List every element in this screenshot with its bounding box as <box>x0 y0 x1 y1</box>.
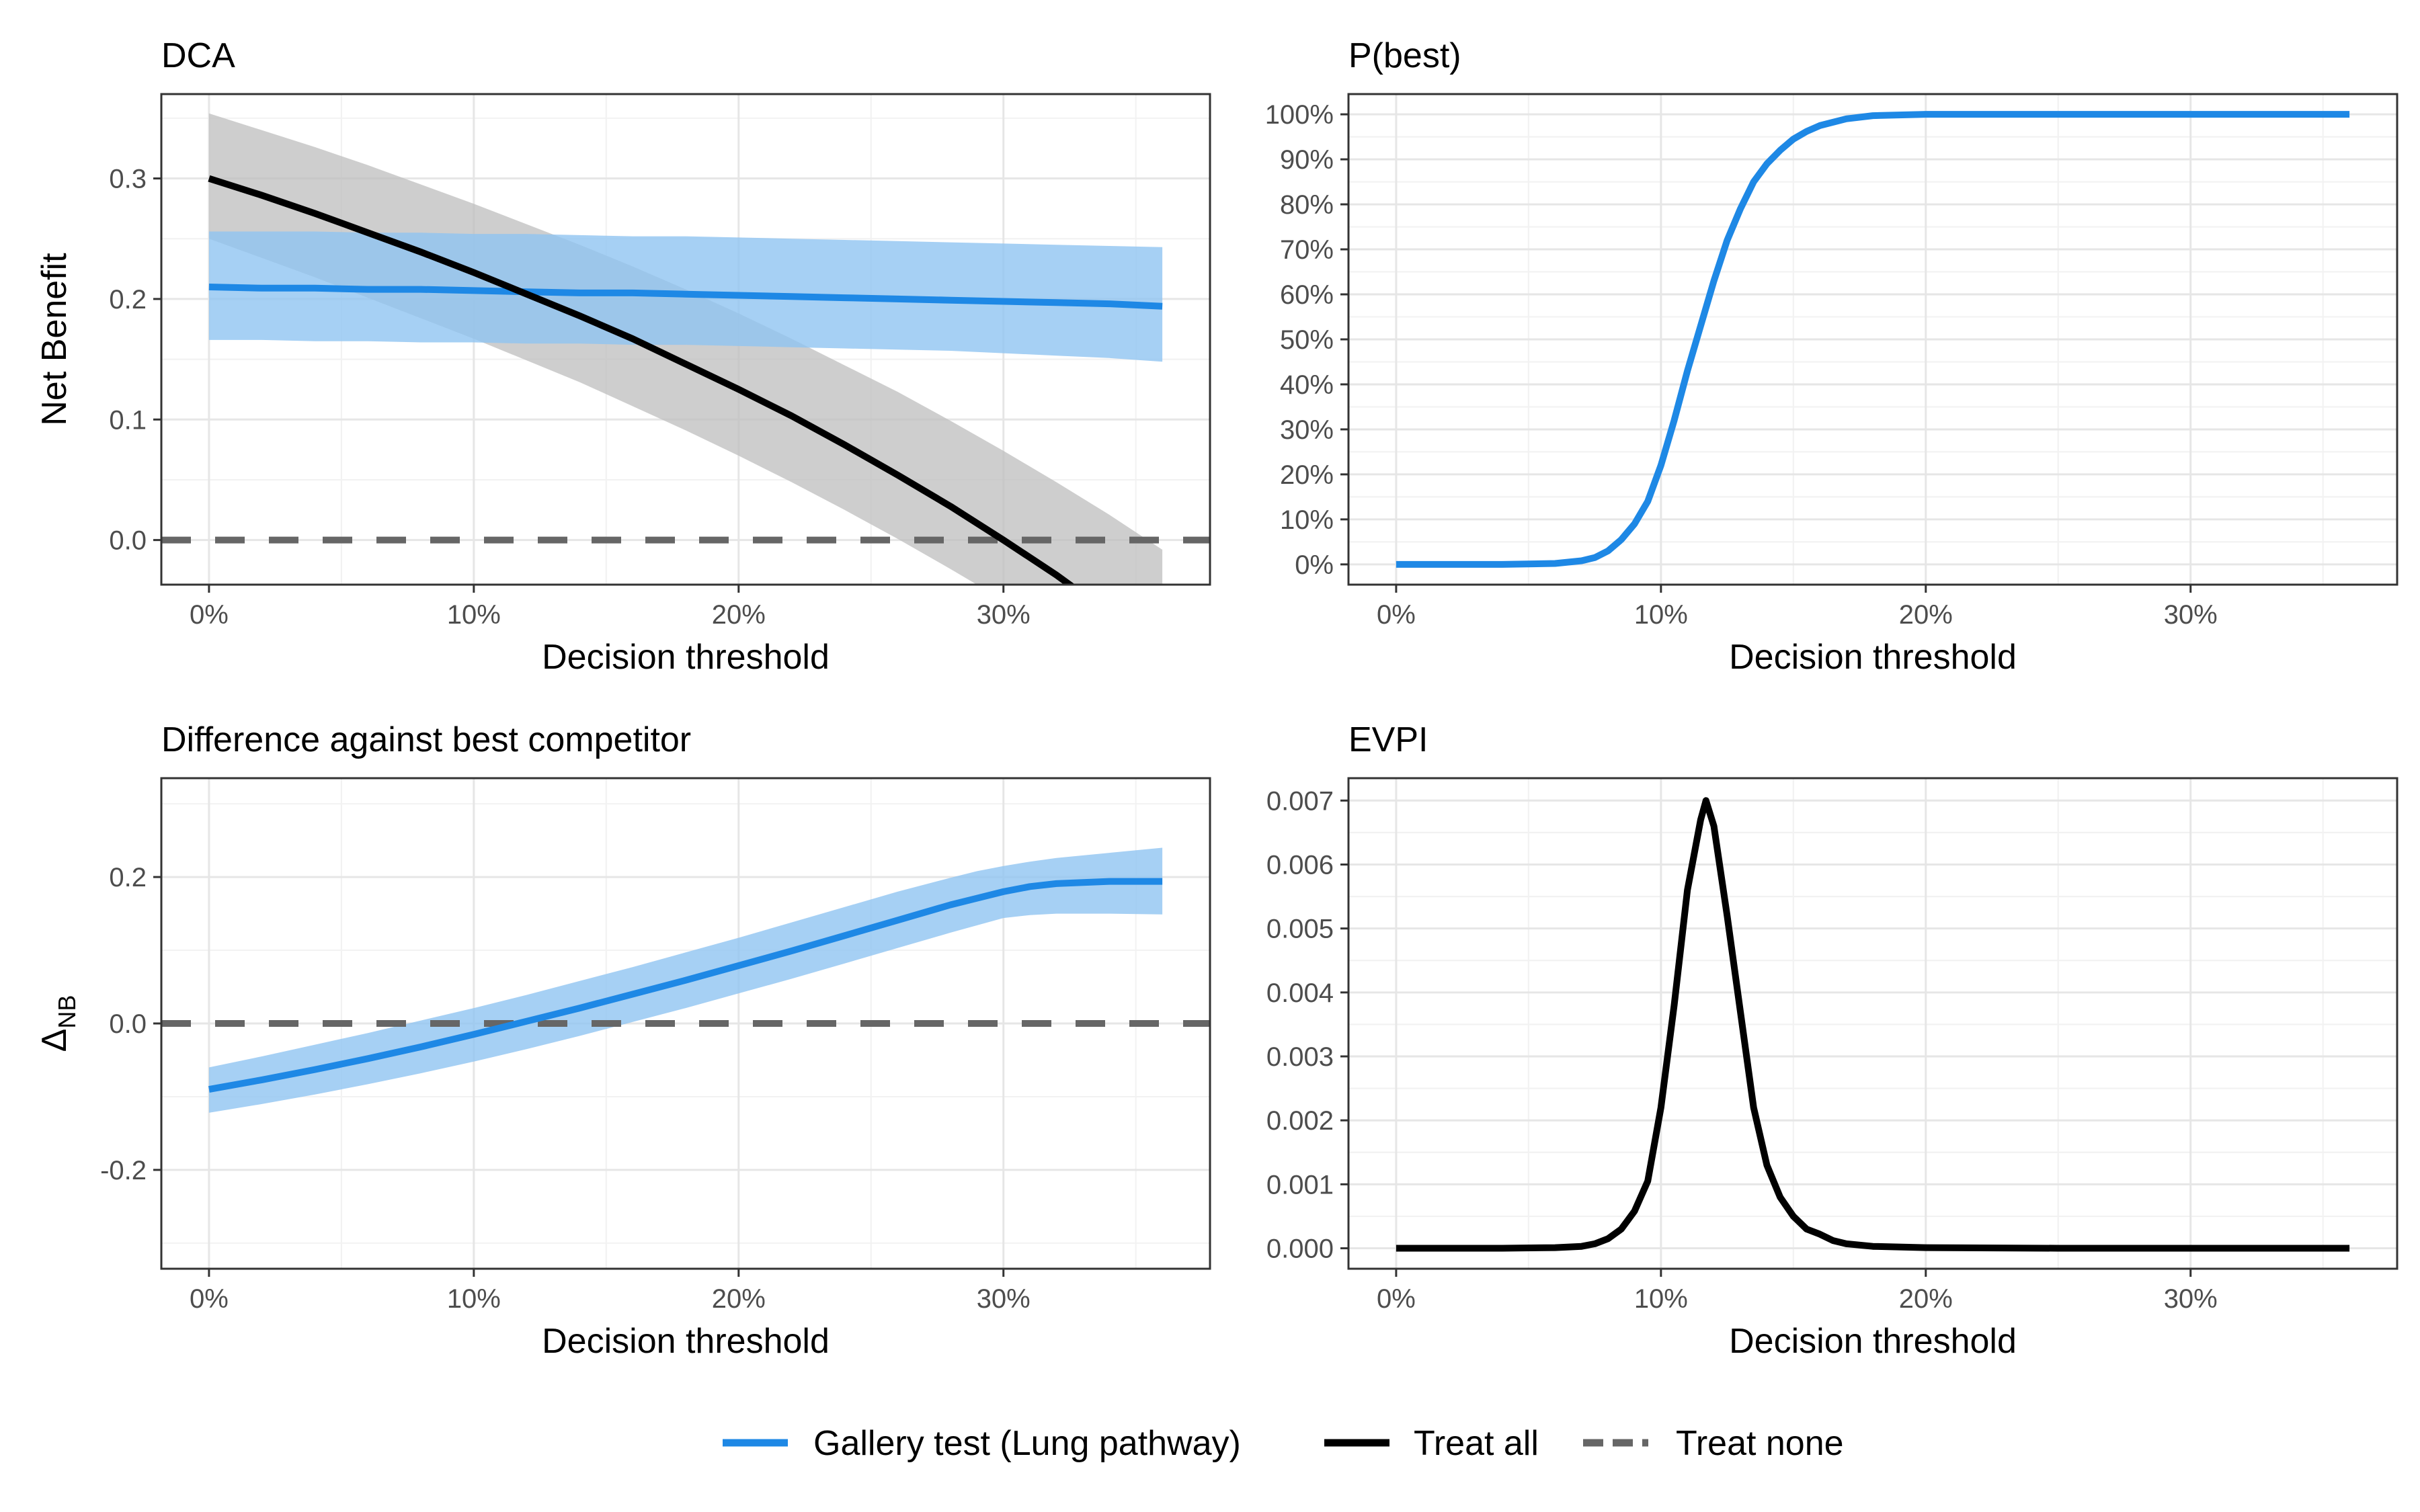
y-tick-label: 40% <box>1280 370 1334 400</box>
panel-dca: 0% 10% 20% 30% 0.0 0.1 0.2 0.3 DCA Decision thres… <box>35 36 1211 677</box>
y-tick-label: 0.002 <box>1266 1106 1334 1136</box>
y-tick-label: 0.006 <box>1266 850 1334 880</box>
panel-title: Difference against best competitor <box>161 720 691 759</box>
x-tick-label: 10% <box>447 1284 501 1314</box>
y-tick-label: 0.2 <box>109 285 147 314</box>
y-tick-label: 30% <box>1280 415 1334 445</box>
y-axis-label-subscript: NB <box>53 995 81 1029</box>
plot-area <box>161 113 1210 585</box>
y-tick-label: 0.005 <box>1266 915 1334 944</box>
x-tick-label: 20% <box>1899 600 1953 630</box>
panel-border <box>1347 777 2398 1270</box>
plot-area <box>161 847 1210 1113</box>
panel-title: P(best) <box>1348 36 1461 75</box>
y-tick-label: 90% <box>1280 145 1334 175</box>
y-tick-label: 0.000 <box>1266 1234 1334 1264</box>
x-tick-label: 30% <box>2164 600 2218 630</box>
x-tick-label: 10% <box>447 600 501 630</box>
y-tick-label: 70% <box>1280 235 1334 265</box>
y-tick-label: 0.001 <box>1266 1170 1334 1200</box>
x-tick-label: 0% <box>190 600 229 630</box>
y-tick-label: 100% <box>1265 100 1334 130</box>
ci-band-treat-all <box>208 113 1163 585</box>
y-tick-label: 0.003 <box>1266 1042 1334 1072</box>
legend-label-treat-none: Treat none <box>1676 1424 1844 1463</box>
series-line-treat-all <box>208 175 1076 585</box>
x-axis-label: Decision threshold <box>542 638 830 677</box>
y-tick-label: 0.0 <box>109 526 147 556</box>
y-axis-label: ΔNB <box>35 995 81 1052</box>
y-tick-label: 50% <box>1280 325 1334 355</box>
x-tick-label: 30% <box>2164 1284 2218 1314</box>
y-tick-label: 10% <box>1280 505 1334 535</box>
panel-pbest: 0% 10% 20% 30% 0% 10% 20% 30% 40% 50% 60% 70% 80% 90%… <box>1265 36 2398 677</box>
panel-evpi: 0% 10% 20% 30% 0.000 0.001 0.002 0.003 0.004 0.00… <box>1266 720 2398 1361</box>
x-tick-label: 0% <box>1377 1284 1416 1314</box>
x-tick-label: 10% <box>1634 1284 1688 1314</box>
x-tick-label: 0% <box>1377 600 1416 630</box>
y-tick-label: 0.1 <box>109 405 147 435</box>
legend: Gallery test (Lung pathway) Treat all Tr… <box>723 1424 1844 1463</box>
panel-diff: 0% 10% 20% 30% -0.2 0.0 0.2 Difference against … <box>35 720 1211 1361</box>
y-tick-label: 0% <box>1295 550 1334 580</box>
legend-label-treat-all: Treat all <box>1414 1424 1539 1463</box>
x-tick-label: 0% <box>190 1284 229 1314</box>
x-tick-label: 30% <box>977 1284 1031 1314</box>
y-tick-label: 0.0 <box>109 1009 147 1039</box>
panel-title: EVPI <box>1348 720 1428 759</box>
plot-area <box>1396 111 2350 568</box>
x-tick-label: 30% <box>977 600 1031 630</box>
series-line-gallery-test-lung-pathway- <box>208 878 1163 1093</box>
y-tick-label: 60% <box>1280 280 1334 310</box>
y-tick-label: 0.004 <box>1266 978 1334 1008</box>
y-tick-label: 0.007 <box>1266 786 1334 816</box>
y-tick-label: 80% <box>1280 190 1334 220</box>
y-tick-label: 20% <box>1280 460 1334 490</box>
series-line-gallery-test-lung-pathway- <box>1396 111 2350 568</box>
y-tick-label: 0.2 <box>109 863 147 892</box>
panel-border <box>160 93 1211 586</box>
x-axis-label: Decision threshold <box>542 1322 830 1361</box>
legend-label-gallery-test: Gallery test (Lung pathway) <box>813 1424 1241 1463</box>
x-tick-label: 20% <box>712 1284 766 1314</box>
y-axis-label: Net Benefit <box>35 253 74 426</box>
series-line-treat-all <box>1396 797 2350 1252</box>
y-tick-label: 0.3 <box>109 165 147 194</box>
x-axis-label: Decision threshold <box>1729 638 2017 677</box>
x-tick-label: 20% <box>712 600 766 630</box>
plot-area <box>1396 797 2350 1252</box>
x-axis-label: Decision threshold <box>1729 1322 2017 1361</box>
x-tick-label: 20% <box>1899 1284 1953 1314</box>
series-line-gallery-test-lung-pathway- <box>208 284 1163 310</box>
y-tick-label: -0.2 <box>100 1156 147 1185</box>
x-tick-label: 10% <box>1634 600 1688 630</box>
panel-title: DCA <box>161 36 235 75</box>
